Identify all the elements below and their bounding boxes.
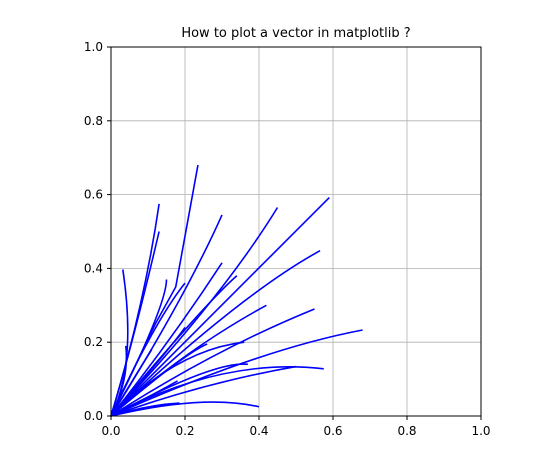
x-tick-label: 0.2	[175, 424, 194, 438]
y-tick-label: 0.4	[84, 261, 103, 275]
vector-line-11	[110, 401, 260, 417]
vector-line-16	[110, 231, 160, 417]
y-tick-label: 0.2	[84, 335, 103, 349]
x-tick-label: 0.0	[101, 424, 120, 438]
vector-line-10	[110, 365, 297, 417]
vector-line-8	[110, 329, 363, 417]
y-tick-label: 1.0	[84, 40, 103, 54]
vector-line-5	[110, 249, 321, 417]
y-tick-label: 0.6	[84, 188, 103, 202]
vector-line-12	[110, 402, 180, 417]
vector-line-4	[110, 196, 330, 417]
axis-ticks: 0.00.0 0.2 0.2 0.4 0.4 0.6 0.6 0.8 0.8 1.0 1.0	[84, 40, 491, 438]
vector-lines	[110, 164, 363, 417]
x-tick-label: 1.0	[471, 424, 490, 438]
y-tick-label: 0.8	[84, 114, 103, 128]
vector-line-26	[110, 341, 245, 417]
chart-title: How to plot a vector in matplotlib ?	[181, 26, 410, 41]
x-tick-label: 0.6	[323, 424, 342, 438]
x-tick-label: 0.8	[397, 424, 416, 438]
vector-line-24	[110, 279, 168, 417]
vector-line-25	[110, 363, 248, 417]
vector-line-7	[110, 308, 315, 417]
vector-line-6	[110, 304, 267, 417]
vector-line-23	[110, 275, 238, 417]
x-tick-label: 0.4	[249, 424, 268, 438]
plot-frame	[110, 46, 482, 417]
y-tick-label: 0.0	[84, 409, 103, 423]
